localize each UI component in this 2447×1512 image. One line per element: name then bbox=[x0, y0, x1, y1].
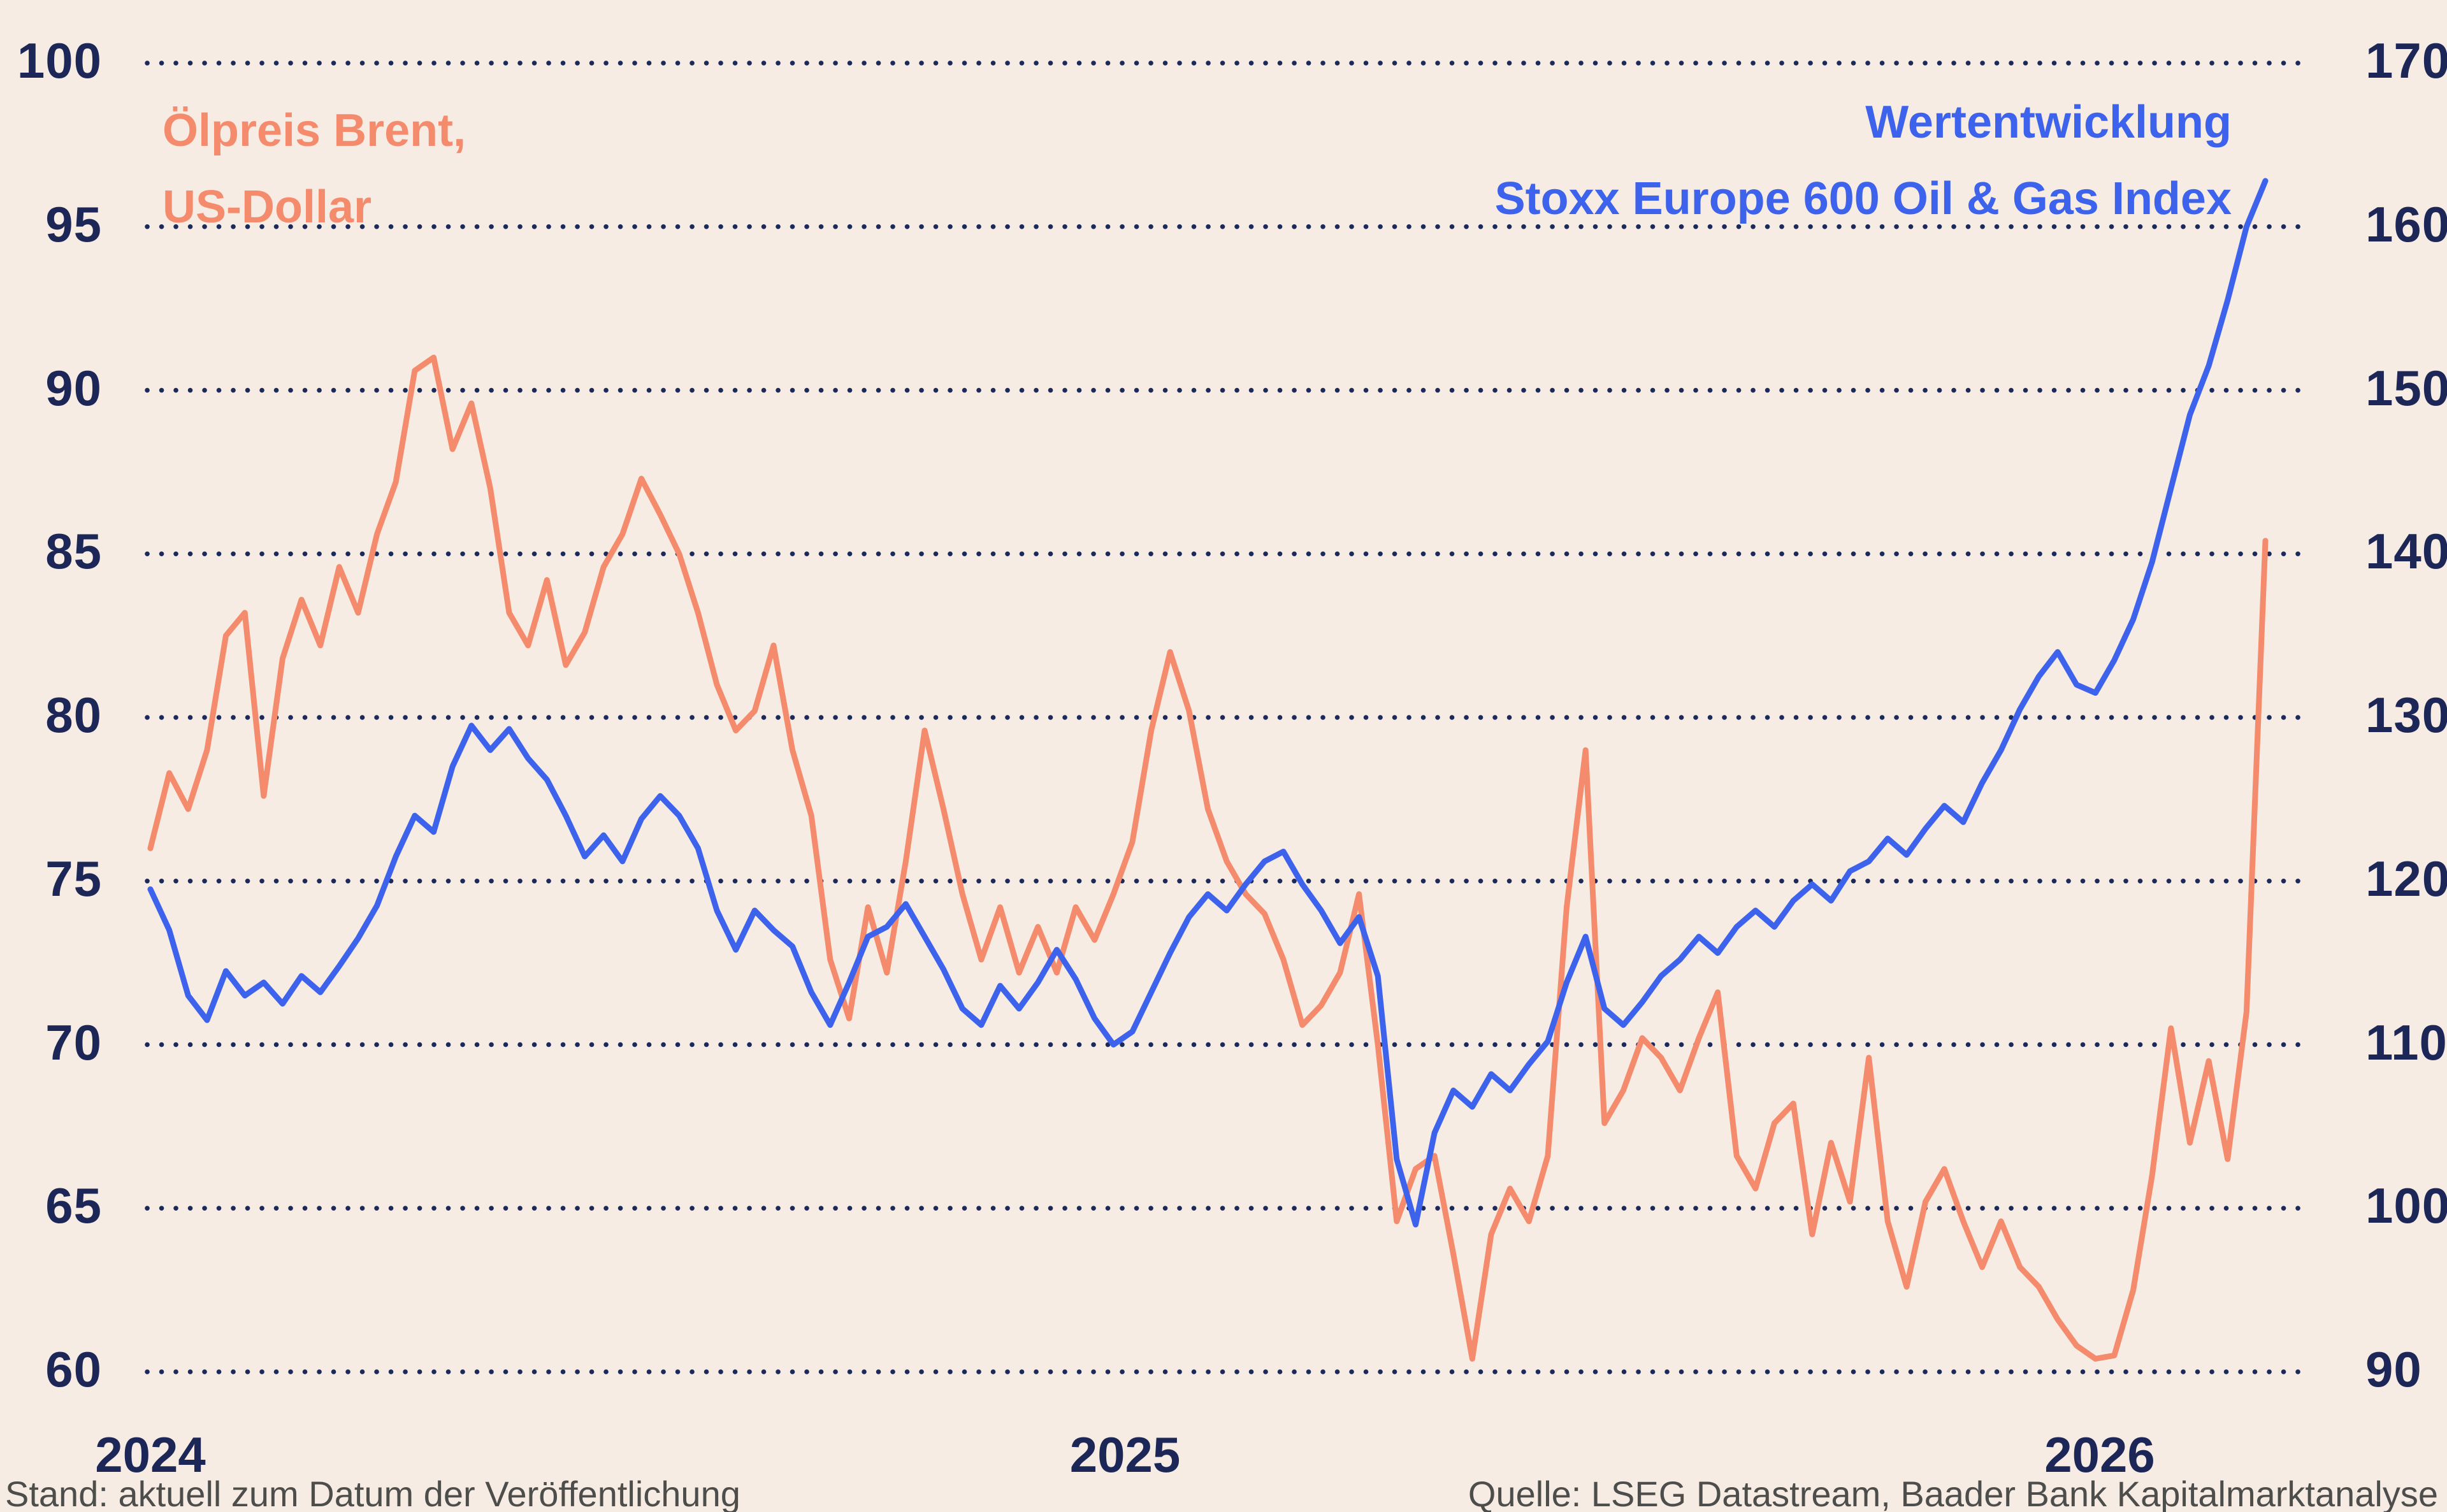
y-axis-label-right: 100 bbox=[2365, 1177, 2447, 1234]
y-axis-label-left: 100 bbox=[17, 32, 102, 89]
legend-stoxx: Wertentwicklung Stoxx Europe 600 Oil & G… bbox=[1495, 84, 2232, 237]
source-note: Quelle: LSEG Datastream, Baader Bank Kap… bbox=[1468, 1474, 2438, 1512]
y-axis-label-left: 70 bbox=[45, 1014, 102, 1070]
legend-stoxx-line1: Wertentwicklung bbox=[1865, 97, 2232, 148]
x-axis-label-year: 2026 bbox=[2044, 1427, 2155, 1483]
y-axis-label-right: 160 bbox=[2365, 196, 2447, 252]
status-note: Stand: aktuell zum Datum der Veröffentli… bbox=[5, 1474, 740, 1512]
y-axis-label-right: 170 bbox=[2365, 32, 2447, 89]
stoxx-line bbox=[147, 178, 2269, 1228]
y-axis-label-right: 130 bbox=[2365, 686, 2447, 743]
y-axis-label-left: 75 bbox=[45, 850, 102, 907]
y-axis-label-left: 95 bbox=[45, 196, 102, 252]
legend-brent-line2: US-Dollar bbox=[162, 182, 372, 233]
y-axis-label-right: 150 bbox=[2365, 359, 2447, 416]
legend-stoxx-line2: Stoxx Europe 600 Oil & Gas Index bbox=[1494, 173, 2232, 224]
brent-line bbox=[147, 354, 2269, 1362]
y-axis-label-left: 60 bbox=[45, 1341, 102, 1397]
legend-brent: Ölpreis Brent, US-Dollar bbox=[162, 92, 466, 245]
y-axis-label-right: 110 bbox=[2365, 1014, 2447, 1070]
x-axis-label-year: 2024 bbox=[95, 1427, 206, 1483]
y-axis-label-left: 90 bbox=[45, 359, 102, 416]
y-axis-label-left: 85 bbox=[45, 523, 102, 580]
y-axis-label-left: 80 bbox=[45, 686, 102, 743]
y-axis-label-right: 90 bbox=[2365, 1341, 2422, 1397]
y-axis-label-left: 65 bbox=[45, 1177, 102, 1234]
y-axis-label-right: 120 bbox=[2365, 850, 2447, 907]
y-axis-label-right: 140 bbox=[2365, 523, 2447, 580]
x-axis-label-year: 2025 bbox=[1069, 1427, 1181, 1483]
legend-brent-line1: Ölpreis Brent, bbox=[162, 105, 466, 156]
